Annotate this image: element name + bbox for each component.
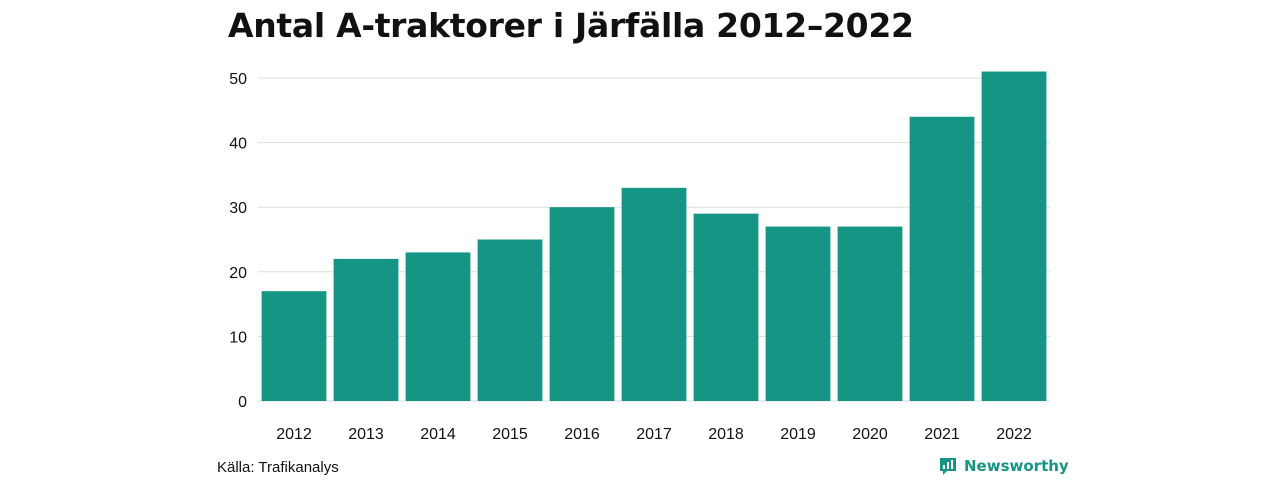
x-tick-label: 2022: [996, 426, 1032, 443]
brand-logo: Newsworthy: [938, 456, 1069, 476]
x-tick-label: 2016: [564, 426, 600, 443]
brand-name: Newsworthy: [964, 457, 1069, 475]
bar: [909, 116, 975, 401]
bar: [837, 226, 903, 401]
y-tick-label: 50: [229, 71, 247, 88]
x-tick-label: 2012: [276, 426, 312, 443]
bar: [549, 207, 615, 401]
bar: [477, 239, 543, 401]
bar: [981, 71, 1047, 401]
x-tick-label: 2018: [708, 426, 744, 443]
bar: [765, 226, 831, 401]
bar: [333, 258, 399, 401]
y-tick-label: 0: [238, 394, 247, 411]
source-label: Källa: Trafikanalys: [217, 459, 339, 476]
bar: [405, 252, 471, 401]
x-tick-label: 2019: [780, 426, 816, 443]
chart-title: Antal A-traktorer i Järfälla 2012–2022: [228, 6, 914, 45]
y-tick-label: 20: [229, 265, 247, 282]
x-tick-label: 2013: [348, 426, 384, 443]
bar: [621, 187, 687, 401]
x-tick-label: 2015: [492, 426, 528, 443]
x-tick-label: 2020: [852, 426, 888, 443]
x-tick-label: 2014: [420, 426, 456, 443]
bar: [693, 213, 759, 401]
x-tick-label: 2021: [924, 426, 960, 443]
y-tick-label: 10: [229, 329, 247, 346]
y-tick-label: 30: [229, 200, 247, 217]
newsworthy-logo-icon: [940, 458, 956, 475]
y-tick-label: 40: [229, 136, 247, 153]
x-tick-label: 2017: [636, 426, 672, 443]
bar: [261, 291, 327, 401]
